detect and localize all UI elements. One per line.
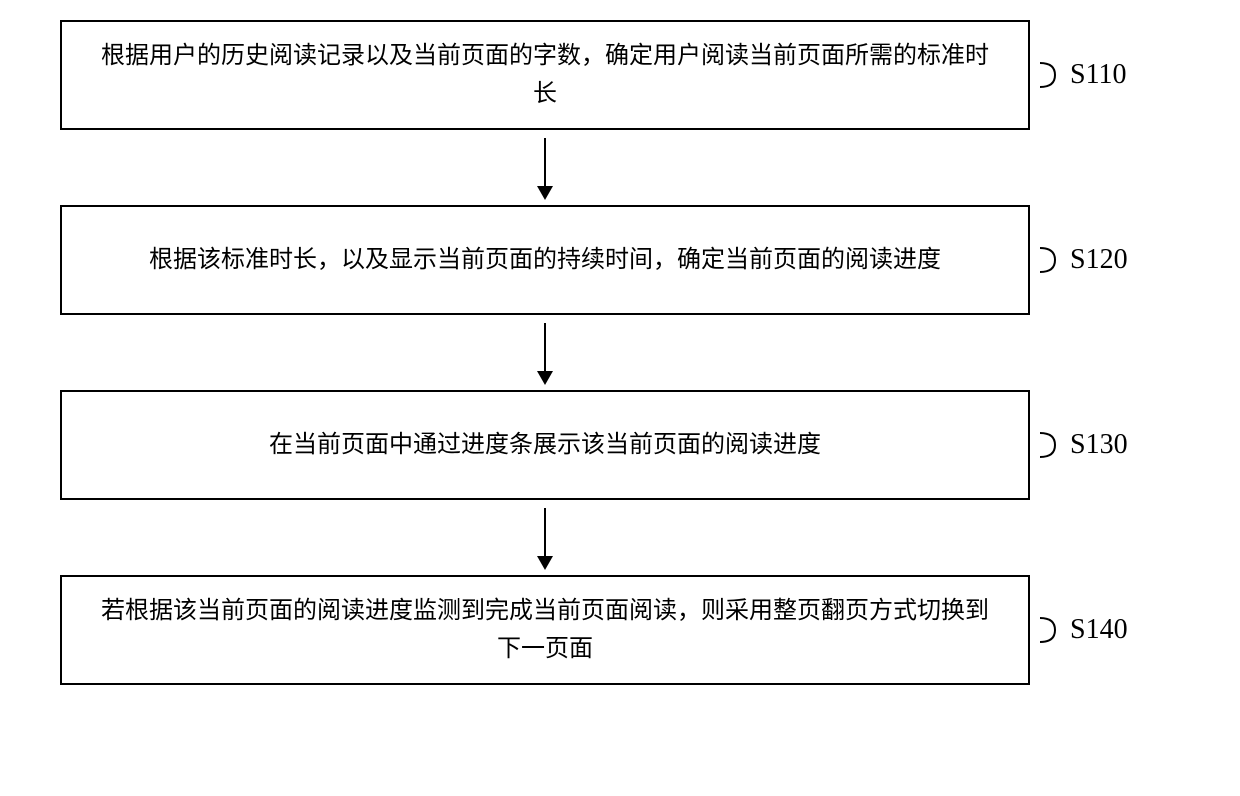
step-row: 若根据该当前页面的阅读进度监测到完成当前页面阅读，则采用整页翻页方式切换到下一页…	[60, 575, 1180, 685]
step-row: 根据用户的历史阅读记录以及当前页面的字数，确定用户阅读当前页面所需的标准时长 S…	[60, 20, 1180, 130]
step-label-s120: S120	[1070, 244, 1128, 276]
arrow-down-icon	[544, 508, 546, 568]
step-label-text: S120	[1070, 244, 1128, 275]
connector-curve-icon	[1040, 610, 1070, 650]
connector-curve-icon	[1040, 425, 1070, 465]
connector-curve-icon	[1040, 55, 1070, 95]
arrow-connector	[60, 500, 1030, 575]
flowchart-container: 根据用户的历史阅读记录以及当前页面的字数，确定用户阅读当前页面所需的标准时长 S…	[60, 20, 1180, 685]
arrow-connector	[60, 315, 1030, 390]
step-text: 根据该标准时长，以及显示当前页面的持续时间，确定当前页面的阅读进度	[149, 241, 941, 279]
arrow-down-icon	[544, 323, 546, 383]
connector-curve-icon	[1040, 240, 1070, 280]
arrow-down-icon	[544, 138, 546, 198]
step-box-s110: 根据用户的历史阅读记录以及当前页面的字数，确定用户阅读当前页面所需的标准时长	[60, 20, 1030, 130]
step-label-s140: S140	[1070, 614, 1128, 646]
step-label-s110: S110	[1070, 59, 1127, 91]
step-text: 在当前页面中通过进度条展示该当前页面的阅读进度	[269, 426, 821, 464]
step-row: 根据该标准时长，以及显示当前页面的持续时间，确定当前页面的阅读进度 S120	[60, 205, 1180, 315]
step-label-text: S140	[1070, 614, 1128, 645]
step-text: 若根据该当前页面的阅读进度监测到完成当前页面阅读，则采用整页翻页方式切换到下一页…	[92, 592, 998, 669]
step-box-s130: 在当前页面中通过进度条展示该当前页面的阅读进度	[60, 390, 1030, 500]
step-text: 根据用户的历史阅读记录以及当前页面的字数，确定用户阅读当前页面所需的标准时长	[92, 37, 998, 114]
step-label-text: S130	[1070, 429, 1128, 460]
step-row: 在当前页面中通过进度条展示该当前页面的阅读进度 S130	[60, 390, 1180, 500]
step-label-s130: S130	[1070, 429, 1128, 461]
step-box-s140: 若根据该当前页面的阅读进度监测到完成当前页面阅读，则采用整页翻页方式切换到下一页…	[60, 575, 1030, 685]
step-box-s120: 根据该标准时长，以及显示当前页面的持续时间，确定当前页面的阅读进度	[60, 205, 1030, 315]
arrow-connector	[60, 130, 1030, 205]
step-label-text: S110	[1070, 59, 1127, 90]
